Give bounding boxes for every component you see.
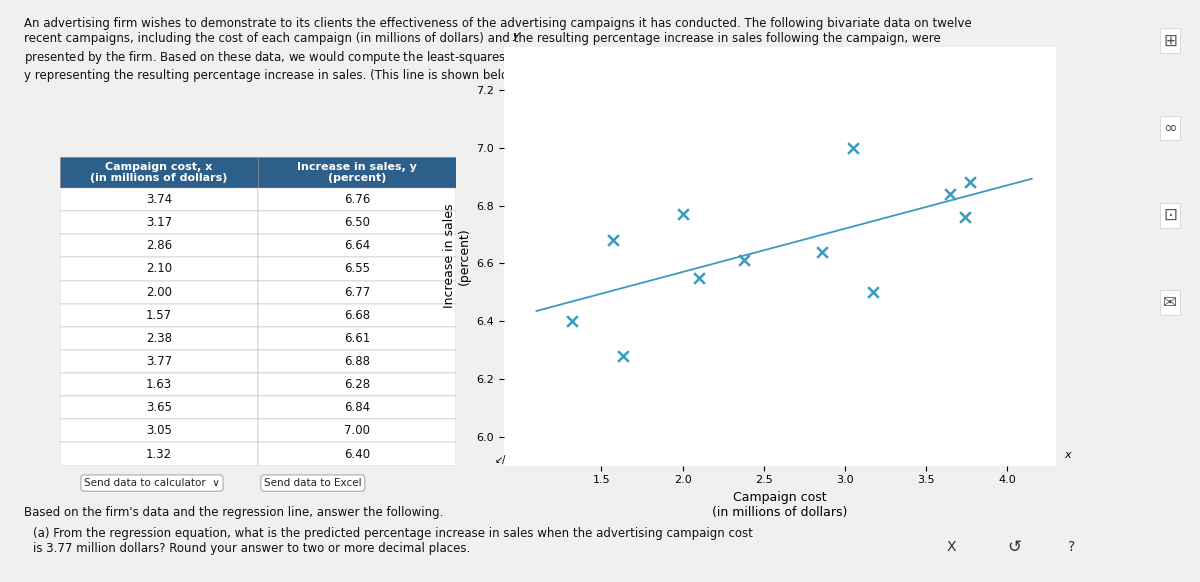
Text: ?: ? — [1068, 540, 1075, 554]
Point — [812, 247, 832, 257]
Text: ✉: ✉ — [1163, 294, 1177, 311]
Text: 3.05: 3.05 — [146, 424, 172, 438]
X-axis label: Campaign cost
(in millions of dollars): Campaign cost (in millions of dollars) — [713, 491, 847, 519]
Bar — [258, 234, 456, 257]
Bar — [60, 396, 258, 419]
Bar — [258, 373, 456, 396]
Text: 1.32: 1.32 — [146, 448, 172, 460]
Bar — [258, 419, 456, 442]
Text: 2.00: 2.00 — [146, 286, 172, 299]
Text: y: y — [512, 31, 518, 41]
Bar — [60, 373, 258, 396]
Text: ↺: ↺ — [1007, 538, 1021, 556]
Bar — [60, 442, 258, 466]
Text: 7.00: 7.00 — [344, 424, 370, 438]
Text: Increase in sales, y
(percent): Increase in sales, y (percent) — [298, 162, 416, 183]
Text: Send data to calculator  ∨: Send data to calculator ∨ — [84, 478, 220, 488]
Point — [689, 273, 708, 282]
Text: 6.84: 6.84 — [344, 401, 370, 414]
Bar — [258, 257, 456, 281]
Bar — [60, 157, 258, 188]
Point — [941, 189, 960, 198]
Bar — [60, 234, 258, 257]
Text: 6.64: 6.64 — [344, 239, 370, 253]
Text: 3.65: 3.65 — [146, 401, 172, 414]
Point — [613, 351, 632, 360]
Text: Based on the firm's data and the regression line, answer the following.: Based on the firm's data and the regress… — [24, 506, 443, 519]
Text: 3.74: 3.74 — [146, 193, 172, 206]
Bar — [258, 211, 456, 234]
Point — [673, 210, 692, 219]
Bar — [60, 257, 258, 281]
Point — [844, 143, 863, 152]
Text: 3.17: 3.17 — [146, 216, 172, 229]
Bar — [258, 157, 456, 188]
Bar — [60, 304, 258, 327]
Text: 2.38: 2.38 — [146, 332, 172, 345]
Point — [955, 212, 974, 222]
Bar — [258, 442, 456, 466]
Text: An advertising firm wishes to demonstrate to its clients the effectiveness of th: An advertising firm wishes to demonstrat… — [24, 17, 972, 82]
Text: x: x — [1064, 450, 1070, 460]
Bar — [60, 419, 258, 442]
Bar — [60, 327, 258, 350]
Bar — [258, 350, 456, 373]
Bar — [60, 188, 258, 211]
Bar — [258, 188, 456, 211]
Bar — [258, 304, 456, 327]
Text: 2.10: 2.10 — [146, 262, 172, 275]
Text: 6.68: 6.68 — [344, 308, 370, 322]
Text: 6.28: 6.28 — [344, 378, 370, 391]
Text: ↙/: ↙/ — [496, 455, 506, 465]
Text: Send data to Excel: Send data to Excel — [264, 478, 361, 488]
Text: 6.88: 6.88 — [344, 355, 370, 368]
Text: 6.50: 6.50 — [344, 216, 370, 229]
Text: ⊡: ⊡ — [1163, 207, 1177, 224]
Text: 6.61: 6.61 — [344, 332, 370, 345]
Text: 6.76: 6.76 — [344, 193, 370, 206]
Text: ∞: ∞ — [1163, 119, 1177, 137]
Text: X: X — [947, 540, 955, 554]
Text: 6.55: 6.55 — [344, 262, 370, 275]
Bar — [60, 281, 258, 304]
Text: 6.77: 6.77 — [344, 286, 370, 299]
Text: 3.77: 3.77 — [146, 355, 172, 368]
Point — [863, 288, 882, 297]
Bar — [258, 281, 456, 304]
Point — [563, 317, 582, 326]
Point — [734, 255, 754, 265]
Text: 1.63: 1.63 — [146, 378, 172, 391]
Bar — [60, 211, 258, 234]
Point — [960, 178, 979, 187]
Bar — [258, 327, 456, 350]
Y-axis label: Increase in sales
(percent): Increase in sales (percent) — [443, 204, 470, 308]
Text: Campaign cost, x
(in millions of dollars): Campaign cost, x (in millions of dollars… — [90, 162, 228, 183]
Point — [604, 236, 623, 245]
Text: 6.40: 6.40 — [344, 448, 370, 460]
Bar — [258, 396, 456, 419]
Text: 2.86: 2.86 — [146, 239, 172, 253]
Text: ⊞: ⊞ — [1163, 32, 1177, 49]
Text: 1.57: 1.57 — [146, 308, 172, 322]
Text: (a) From the regression equation, what is the predicted percentage increase in s: (a) From the regression equation, what i… — [34, 527, 752, 555]
Bar — [60, 350, 258, 373]
